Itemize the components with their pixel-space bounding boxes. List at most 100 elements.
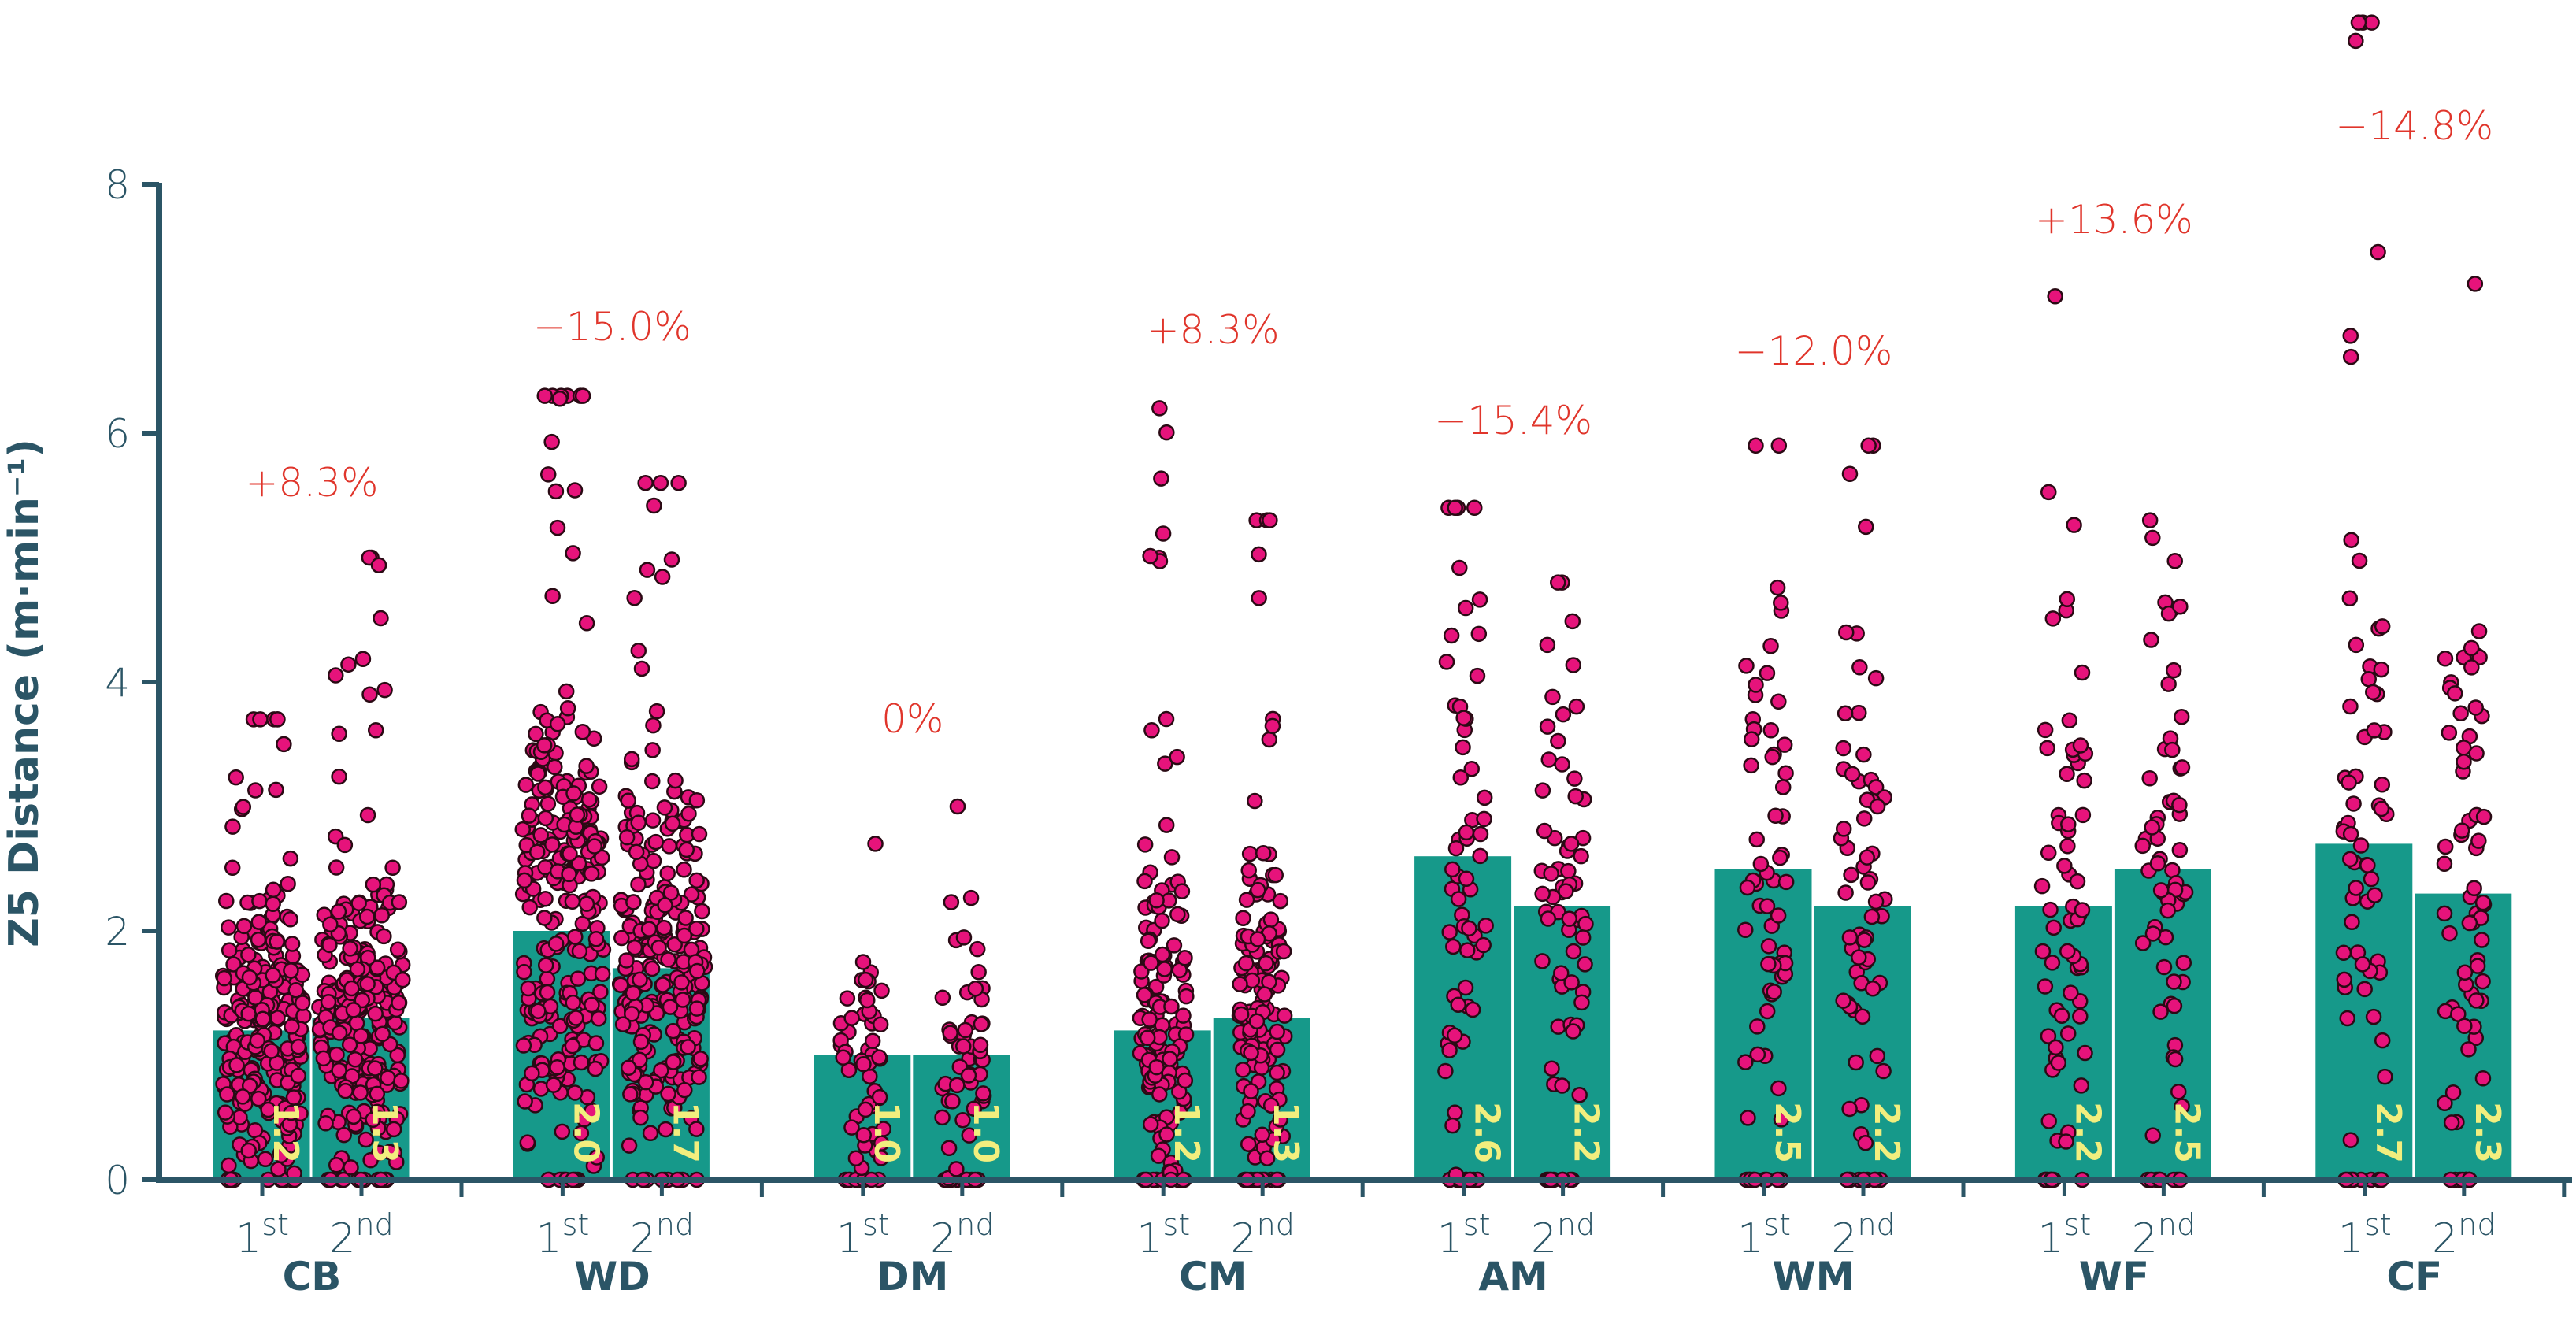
data-point bbox=[847, 1150, 865, 1167]
y-tick-label: 8 bbox=[105, 162, 130, 208]
x-half-label: 2nd bbox=[329, 1207, 393, 1262]
bar-value-label: 2.7 bbox=[2368, 1102, 2408, 1163]
data-point bbox=[2060, 816, 2077, 832]
data-point bbox=[2468, 745, 2485, 762]
data-point bbox=[2437, 651, 2454, 667]
data-point bbox=[1565, 657, 1582, 673]
bar-value-label: 1.2 bbox=[1166, 1102, 1206, 1163]
data-point bbox=[2437, 838, 2454, 855]
data-point bbox=[539, 795, 557, 812]
data-point bbox=[1574, 929, 1592, 946]
data-point bbox=[376, 681, 393, 699]
data-point bbox=[1243, 1044, 1259, 1062]
data-point bbox=[520, 980, 536, 997]
data-point bbox=[2072, 1008, 2089, 1025]
bar-cf-2nd bbox=[2415, 893, 2512, 1180]
data-point bbox=[1848, 1054, 1864, 1071]
data-point bbox=[676, 927, 693, 944]
data-point bbox=[549, 716, 566, 732]
data-point bbox=[1450, 891, 1467, 907]
data-point bbox=[365, 876, 382, 893]
data-point bbox=[2141, 512, 2159, 528]
data-point bbox=[639, 562, 656, 578]
data-point bbox=[1867, 669, 1885, 687]
data-point bbox=[2040, 484, 2057, 501]
data-point bbox=[664, 815, 681, 832]
data-point bbox=[648, 703, 665, 720]
data-point bbox=[284, 1018, 300, 1035]
data-point bbox=[1140, 932, 1157, 949]
data-point bbox=[955, 929, 973, 946]
data-point bbox=[539, 970, 556, 988]
data-point bbox=[2059, 766, 2075, 783]
data-point bbox=[2374, 777, 2391, 793]
data-point bbox=[221, 919, 237, 936]
data-point bbox=[2045, 919, 2062, 936]
data-point bbox=[653, 1062, 669, 1079]
data-point bbox=[272, 1147, 290, 1164]
data-point bbox=[543, 433, 560, 450]
data-point bbox=[544, 836, 561, 853]
data-point bbox=[934, 1109, 951, 1126]
data-point bbox=[2037, 721, 2054, 739]
data-point bbox=[1864, 980, 1881, 997]
data-point bbox=[345, 1108, 362, 1125]
data-point bbox=[2467, 699, 2484, 716]
data-point bbox=[623, 1006, 640, 1022]
data-point bbox=[545, 1077, 562, 1093]
data-point bbox=[1550, 732, 1566, 750]
data-point bbox=[2059, 1025, 2077, 1042]
data-point bbox=[218, 892, 235, 910]
data-point bbox=[537, 891, 554, 907]
data-point bbox=[961, 1127, 977, 1144]
data-point bbox=[1247, 792, 1263, 810]
data-point bbox=[625, 984, 642, 1002]
data-point bbox=[234, 1088, 251, 1105]
data-point bbox=[1444, 1117, 1461, 1134]
data-point bbox=[228, 1057, 245, 1073]
data-point bbox=[537, 810, 554, 827]
data-point bbox=[251, 892, 268, 910]
data-point bbox=[1476, 810, 1492, 828]
data-point bbox=[625, 894, 642, 910]
data-point bbox=[1452, 769, 1470, 786]
data-point bbox=[1841, 465, 1859, 482]
data-point bbox=[343, 1159, 359, 1176]
bar-value-label: 2.2 bbox=[2067, 1102, 2107, 1163]
data-point bbox=[632, 971, 648, 988]
data-point bbox=[547, 936, 565, 952]
data-point bbox=[1142, 1116, 1159, 1133]
data-point bbox=[1136, 987, 1153, 1003]
x-half-label: 2nd bbox=[1531, 1207, 1595, 1262]
data-point bbox=[1859, 849, 1875, 866]
data-point bbox=[517, 777, 535, 793]
data-point bbox=[2370, 243, 2386, 261]
data-point bbox=[623, 751, 640, 768]
data-point bbox=[2475, 808, 2493, 825]
data-point bbox=[569, 970, 587, 987]
data-point bbox=[532, 827, 549, 843]
data-point bbox=[650, 939, 667, 956]
data-point bbox=[2047, 287, 2063, 305]
data-point bbox=[389, 1047, 406, 1064]
data-point bbox=[2339, 1010, 2355, 1027]
data-point bbox=[315, 1050, 332, 1067]
data-point bbox=[1762, 722, 1780, 739]
y-tick-label: 2 bbox=[105, 909, 130, 955]
data-point bbox=[1544, 1060, 1560, 1077]
data-point bbox=[2044, 955, 2061, 971]
data-point bbox=[1767, 807, 1784, 824]
data-point bbox=[282, 850, 299, 867]
data-point bbox=[662, 884, 680, 901]
data-point bbox=[2350, 14, 2367, 31]
data-point bbox=[1770, 907, 1787, 924]
data-point bbox=[1558, 883, 1574, 899]
data-point bbox=[644, 812, 662, 829]
data-point bbox=[521, 807, 538, 824]
data-point bbox=[859, 992, 876, 1009]
data-point bbox=[1267, 866, 1284, 884]
data-point bbox=[1737, 921, 1754, 938]
data-point bbox=[224, 859, 241, 877]
data-point bbox=[328, 859, 345, 876]
data-point bbox=[1472, 825, 1489, 843]
